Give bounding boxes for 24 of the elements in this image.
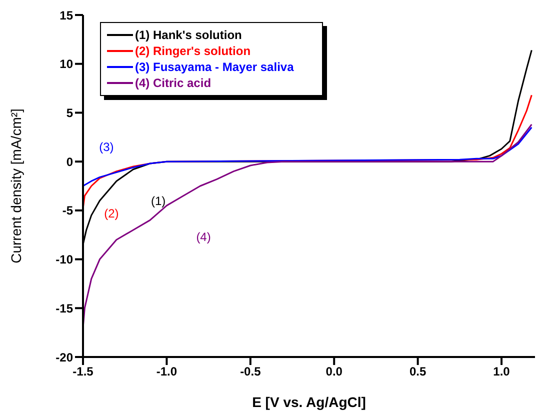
legend-label: (4) Citric acid <box>135 75 212 91</box>
x-tick-label: 0.5 <box>409 364 426 379</box>
x-tick-label: -1.0 <box>156 364 178 379</box>
y-tick-label: -5 <box>62 204 74 218</box>
y-tick-label: -20 <box>56 350 74 364</box>
y-tick-label: -10 <box>56 252 74 267</box>
x-tick-label: -1.5 <box>72 364 94 379</box>
x-tick-label: 0.0 <box>326 364 343 379</box>
annotation: (3) <box>99 140 114 154</box>
annotation: (2) <box>104 206 119 221</box>
annotation: (1) <box>150 194 166 208</box>
y-tick-label: 0 <box>66 154 74 169</box>
x-tick-label: 1.0 <box>493 364 510 379</box>
x-tick-label: -0.5 <box>240 364 262 379</box>
x-axis-title: E [V vs. Ag/AgCl] <box>252 394 366 410</box>
y-tick-label: 10 <box>60 57 74 72</box>
legend-label: (3) Fusayama - Mayer saliva <box>135 59 294 75</box>
y-tick-label: 5 <box>66 106 74 120</box>
y-axis-title: Current density [mA/cm²] <box>8 108 24 264</box>
annotation: (4) <box>196 230 211 244</box>
legend-label: (1) Hank's solution <box>135 27 242 43</box>
legend-label: (2) Ringer's solution <box>135 43 251 59</box>
y-tick-label: 15 <box>60 8 74 22</box>
y-tick-label: -15 <box>56 301 74 316</box>
